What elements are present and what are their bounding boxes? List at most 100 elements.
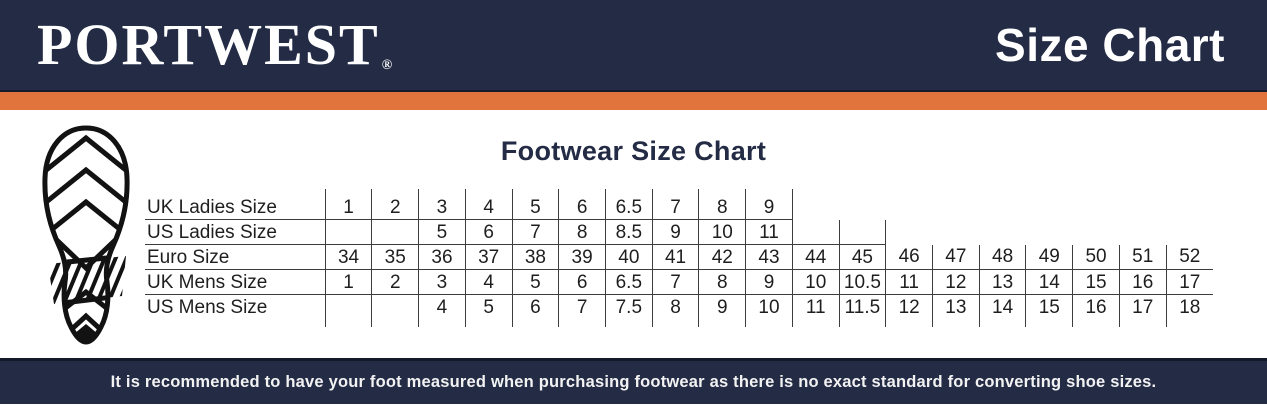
size-cell: 11 <box>791 294 840 319</box>
size-cell <box>838 219 887 245</box>
size-cell: 15 <box>1072 269 1120 295</box>
orange-divider <box>0 92 1267 110</box>
header-bar: PORTWEST ® Size Chart <box>0 0 1267 92</box>
size-cell: 12 <box>932 269 980 295</box>
size-cell: 42 <box>698 244 746 270</box>
size-cell: 15 <box>1025 294 1073 319</box>
row-label: UK Mens Size <box>145 269 326 295</box>
size-cell <box>979 220 1026 245</box>
spacer-cell <box>791 319 840 327</box>
size-cell <box>886 195 933 220</box>
size-cell <box>324 219 372 245</box>
spacer-cell <box>511 319 559 327</box>
spacer-cell <box>1165 319 1213 327</box>
size-cell: 12 <box>885 294 933 319</box>
size-cell: 1 <box>324 269 372 295</box>
size-cell <box>979 195 1026 220</box>
spacer-cell <box>558 319 606 327</box>
size-cell: 10 <box>791 269 840 295</box>
size-cell: 7 <box>511 219 559 245</box>
size-cell: 8 <box>698 269 746 295</box>
spacer-cell <box>1072 319 1120 327</box>
size-cell: 7 <box>651 269 699 295</box>
size-cell: 44 <box>791 244 840 270</box>
spacer-cell <box>885 319 933 327</box>
size-cell: 5 <box>464 294 513 319</box>
spacer-cell <box>651 319 699 327</box>
spacer-cell <box>698 189 746 195</box>
size-cell: 5 <box>418 219 466 245</box>
size-cell: 10 <box>745 294 793 319</box>
size-cell: 40 <box>604 244 653 270</box>
size-cell: 48 <box>978 244 1026 270</box>
size-cell: 6 <box>511 294 559 319</box>
spacer-cell <box>745 319 793 327</box>
size-cell: 13 <box>978 269 1026 295</box>
size-cell: 8 <box>651 294 699 319</box>
size-cell: 18 <box>1165 294 1213 319</box>
table-row: US Mens Size 4 5 6 7 7.5 8 9 10 11 11.5 12 13 14 15 16 1… <box>145 294 1213 319</box>
brand-logo: PORTWEST ® <box>37 16 392 74</box>
table-row: UK Ladies Size 1 2 3 4 5 6 6.5 7 8 9 <box>145 195 1213 220</box>
size-cell: 8 <box>558 219 606 245</box>
size-cell: 37 <box>464 244 513 270</box>
size-cell: 5 <box>511 195 559 220</box>
size-cell: 6.5 <box>604 195 653 220</box>
registered-mark: ® <box>381 58 393 73</box>
page-title: Size Chart <box>995 19 1225 71</box>
footer-note: It is recommended to have your foot meas… <box>110 373 1157 391</box>
size-cell: 14 <box>1025 269 1073 295</box>
size-cell: 41 <box>651 244 699 270</box>
size-cell: 11 <box>745 219 793 245</box>
size-cell: 35 <box>371 244 419 270</box>
size-cell: 50 <box>1072 244 1120 270</box>
size-cell: 17 <box>1165 269 1213 295</box>
size-cell: 46 <box>885 244 933 270</box>
size-cell <box>1166 220 1213 245</box>
size-cell: 45 <box>838 244 886 270</box>
spacer-cell <box>464 319 513 327</box>
size-cell: 11.5 <box>838 294 886 319</box>
size-cell <box>886 220 933 245</box>
chart-title: Footwear Size Chart <box>500 136 767 166</box>
size-cell: 16 <box>1118 269 1167 295</box>
size-cell: 6 <box>464 219 513 245</box>
size-cell <box>1026 220 1073 245</box>
size-cell: 16 <box>1072 294 1120 319</box>
size-cell: 11 <box>885 269 933 295</box>
spacer-cell <box>511 189 559 195</box>
spacer-cell <box>324 319 372 327</box>
size-cell: 43 <box>745 244 793 270</box>
spacer-cell <box>418 189 466 195</box>
size-cell: 51 <box>1118 244 1167 270</box>
size-cell <box>839 195 886 220</box>
size-cell <box>791 219 840 245</box>
size-cell: 10.5 <box>838 269 886 295</box>
row-label: UK Ladies Size <box>145 195 326 220</box>
size-cell <box>792 195 839 220</box>
table-spacer-row <box>145 319 1213 327</box>
size-cell: 1 <box>324 195 372 220</box>
spacer-cell <box>604 189 653 195</box>
spacer-cell <box>418 319 466 327</box>
table-row: US Ladies Size 5 6 7 8 8.5 9 10 11 <box>145 219 1213 245</box>
size-cell: 2 <box>371 195 419 220</box>
spacer-cell <box>324 189 372 195</box>
spacer-cell <box>604 319 653 327</box>
size-cell: 13 <box>932 294 980 319</box>
spacer-cell <box>838 319 886 327</box>
footer-bar: It is recommended to have your foot meas… <box>0 358 1267 404</box>
size-cell <box>1026 195 1073 220</box>
size-cell: 5 <box>511 269 559 295</box>
size-cell: 36 <box>418 244 466 270</box>
spacer-cell <box>651 189 699 195</box>
spacer-cell <box>745 189 793 195</box>
size-cell: 4 <box>464 269 513 295</box>
row-label: US Ladies Size <box>145 219 326 245</box>
size-cell: 9 <box>651 219 699 245</box>
size-cell: 3 <box>418 269 466 295</box>
size-cell: 2 <box>371 269 419 295</box>
size-cell <box>371 219 419 245</box>
spacer-cell <box>932 319 980 327</box>
spacer-cell <box>698 319 746 327</box>
